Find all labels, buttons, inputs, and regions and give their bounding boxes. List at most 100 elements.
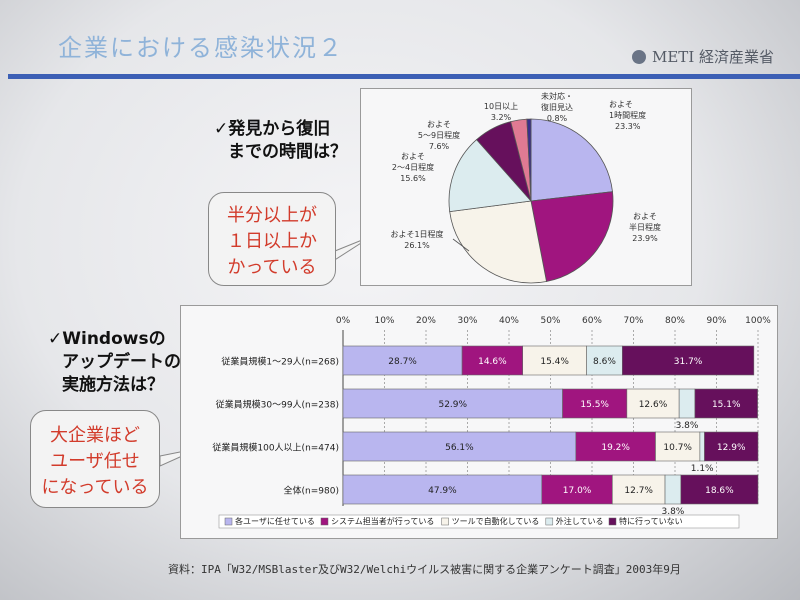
callout-line: ユーザ任せ — [50, 451, 140, 472]
legend-label: 外注している — [556, 516, 604, 526]
legend-swatch — [224, 517, 233, 526]
pie-slice — [530, 118, 613, 202]
bar-value-label: 8.6% — [593, 357, 616, 367]
bar-segment — [664, 474, 682, 505]
bar-value-label: 12.9% — [717, 443, 746, 453]
bar-segment — [655, 431, 701, 462]
category-label: 従業員規模30～99人(n=238) — [216, 399, 339, 411]
bar-segment — [680, 474, 759, 505]
bar-segment — [461, 345, 523, 376]
callout-line: 半分以上が — [227, 205, 317, 226]
legend-swatch — [545, 517, 554, 526]
bar-value-label: 17.0% — [563, 486, 592, 496]
x-tick-label: 30% — [457, 316, 477, 326]
bar-segment — [586, 345, 623, 376]
bar-chart-frame: 0% 10% 20% 30% 40% 50% 60% 70% 80% 90% 100% 従業員規模1～… — [180, 305, 778, 539]
legend-swatch — [320, 517, 329, 526]
pie-slice-value: 15.6% — [400, 174, 426, 183]
pie-slice-value: 3.2% — [491, 113, 512, 122]
callout-line: になっている — [41, 477, 149, 498]
bar-value-label: 52.9% — [438, 400, 467, 410]
callout-line: かっている — [227, 257, 317, 278]
legend-label: 特に行っていない — [619, 516, 683, 526]
pie-slice-value: 23.3% — [615, 122, 641, 131]
legend-swatch — [441, 517, 449, 526]
pie-slice-label: 1時間程度 — [609, 110, 646, 120]
slide-title: 企業における感染状況２ — [58, 34, 344, 62]
bar-value-label: 28.7% — [388, 357, 417, 367]
bar-value-label: 1.1% — [691, 464, 714, 474]
stacked-bar-chart: 0% 10% 20% 30% 40% 50% 60% 70% 80% 90% 100% 従業員規模1～… — [212, 316, 771, 529]
question-update-method: ✓Windowsの アップデートの 実施方法は？ — [48, 328, 181, 397]
pie-slice-label: 半日程度 — [629, 222, 661, 232]
callout-over-half: 半分以上が １日以上か かっている — [208, 192, 336, 286]
bar-segment — [694, 388, 758, 419]
meti-logo: METI 経済産業省 — [632, 46, 774, 67]
pie-slice-label: 10日以上 — [484, 102, 518, 111]
legend-swatch — [608, 517, 617, 526]
question-line: ✓Windowsの — [48, 329, 166, 349]
meti-logo-icon — [632, 50, 646, 64]
bar-value-label: 3.8% — [676, 421, 699, 431]
bar-value-label: 14.6% — [478, 357, 507, 367]
pie-slice-value: 0.8% — [547, 114, 568, 123]
x-tick-label: 60% — [582, 316, 602, 326]
x-tick-label: 20% — [416, 316, 436, 326]
bar-value-label: 10.7% — [663, 443, 692, 453]
bar-segment — [704, 431, 759, 462]
pie-slice-value: 26.1% — [404, 241, 430, 250]
bar-value-label: 3.8% — [661, 507, 684, 517]
question-line: までの時間は？ — [228, 142, 347, 162]
pie-slice-label: およそ — [609, 100, 633, 109]
pie-chart: およそ1時間程度23.3%およそ半日程度23.9%およそ1日程度26.1%およそ… — [390, 91, 661, 284]
bar-value-label: 12.7% — [624, 486, 653, 496]
pie-slice-label: およそ — [633, 212, 657, 221]
category-label: 全体(n=980) — [284, 485, 339, 497]
bar-segment — [699, 431, 705, 462]
x-tick-label: 90% — [706, 316, 726, 326]
pie-slice-value: 7.6% — [429, 142, 450, 151]
bar-value-label: 56.1% — [445, 443, 474, 453]
question-line: アップデートの — [62, 352, 181, 372]
pie-slice-label: 5～9日程度 — [418, 130, 460, 140]
bar-value-label: 15.1% — [712, 400, 741, 410]
bar-value-label: 15.5% — [580, 400, 609, 410]
bar-value-label: 18.6% — [705, 486, 734, 496]
category-label: 従業員規模1～29人(n=268) — [221, 356, 339, 368]
question-line: 実施方法は？ — [62, 375, 164, 395]
pie-slice-label: およそ — [401, 152, 425, 161]
category-label: 従業員規模100人以上(n=474) — [212, 442, 339, 454]
pie-slice — [530, 191, 614, 282]
legend-label: 各ユーザに任せている — [235, 516, 315, 526]
bar-segment — [342, 431, 577, 462]
pie-slice-label: 未対応・ — [541, 91, 573, 101]
pie-slice — [526, 118, 532, 202]
pie-slice-value: 23.9% — [632, 234, 658, 243]
x-tick-label: 70% — [623, 316, 643, 326]
legend-label: ツールで自動化している — [452, 516, 540, 526]
source-note: 資料：IPA「W32/MSBlaster及びW32/Welchiウイルス被害に関… — [168, 563, 681, 576]
bar-value-label: 47.9% — [428, 486, 457, 496]
callout-large-firms: 大企業ほど ユーザ任せ になっている — [30, 410, 160, 508]
pie-leader-line — [452, 238, 470, 252]
pie-chart-frame: およそ 1時間程度 23.3% およそ 半日程度 23.9% およそ1日程度 26.1% およそ… — [360, 88, 692, 286]
bar-segment — [621, 345, 755, 376]
logo-text: METI 経済産業省 — [652, 48, 775, 66]
question-recovery-time: ✓発見から復旧 までの時間は？ — [214, 118, 347, 164]
callout-line: 大企業ほど — [50, 425, 140, 446]
pie-slice-label: およそ1日程度 — [390, 229, 443, 239]
bar-segment — [342, 345, 463, 376]
bar-segment — [342, 474, 543, 505]
bar-value-label: 12.6% — [639, 400, 668, 410]
legend-label: システム担当者が行っている — [331, 516, 434, 526]
x-tick-label: 80% — [665, 316, 685, 326]
bar-segment — [678, 388, 696, 419]
pie-slice — [448, 139, 532, 213]
x-tick-label: 10% — [374, 316, 394, 326]
bar-segment — [626, 388, 680, 419]
x-tick-label: 50% — [540, 316, 560, 326]
pie-slice-label: およそ — [427, 120, 451, 129]
callout-line: １日以上か — [227, 231, 317, 252]
bar-segment — [342, 388, 563, 419]
bar-segment — [575, 431, 656, 462]
